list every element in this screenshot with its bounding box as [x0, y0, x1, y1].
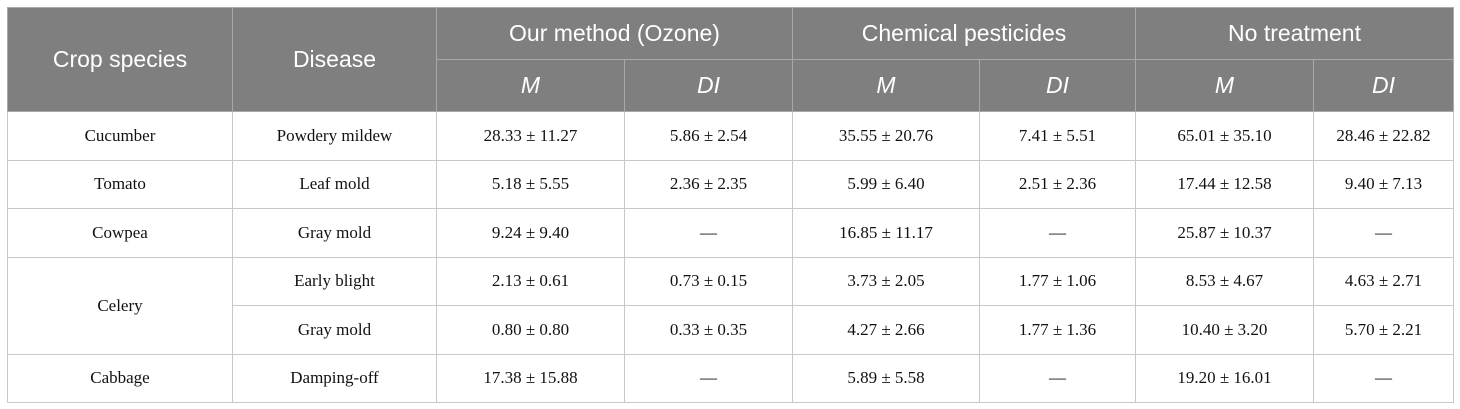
- value-cell: —: [1313, 208, 1455, 258]
- value-cell: 9.40 ± 7.13: [1313, 159, 1455, 209]
- subheader: DI: [979, 59, 1137, 112]
- value-cell: 5.89 ± 5.58: [792, 353, 981, 403]
- subheader: DI: [1313, 59, 1455, 112]
- disease-cell: Gray mold: [232, 305, 437, 355]
- value-cell: 7.41 ± 5.51: [979, 111, 1137, 161]
- value-cell: —: [623, 208, 794, 258]
- table-row: Cabbage Damping-off 17.38 ± 15.88—5.89 ± 5…: [7, 353, 1455, 403]
- subheader: M: [792, 59, 981, 112]
- disease-cell: Gray mold: [232, 208, 437, 258]
- value-cell: 4.27 ± 2.66: [792, 305, 981, 355]
- value-cell: —: [623, 353, 794, 403]
- value-cell: 0.73 ± 0.15: [623, 256, 794, 306]
- table-row: Cucumber Powdery mildew 28.33 ± 11.27 5.86 …: [7, 111, 1455, 161]
- value-cell: 5.86 ± 2.54: [623, 111, 794, 161]
- header-disease: Disease: [232, 7, 437, 112]
- value-cell: 16.85 ± 11.17: [792, 208, 981, 258]
- value-cell: 35.55 ± 20.76: [792, 111, 981, 161]
- value-cell: —: [1313, 353, 1455, 403]
- value-cell: 2.51 ± 2.36: [979, 159, 1137, 209]
- value-cell: 1.77 ± 1.36: [979, 305, 1137, 355]
- table-row: Celery Early blight 2.13 ± 0.61 0.73 ± 0.15…: [7, 256, 1455, 355]
- value-cell: 8.53 ± 4.67: [1135, 256, 1315, 306]
- value-cell: —: [979, 353, 1137, 403]
- value-cell: 5.18 ± 5.55: [436, 159, 625, 209]
- crop-cell: Cowpea: [7, 208, 233, 258]
- value-cell: 65.01 ± 35.10: [1135, 111, 1315, 161]
- value-cell: 5.70 ± 2.21: [1313, 305, 1455, 355]
- crop-cell: Tomato: [7, 159, 233, 209]
- value-cell: 1.77 ± 1.06: [979, 256, 1137, 306]
- table-row: Gray mold 0.80 ± 0.80 0.33 ± 0.35 4.27 ± 2.…: [8, 305, 1455, 355]
- results-table: Crop species Disease Our method (Ozone) …: [7, 7, 1455, 403]
- disease-cell: Powdery mildew: [232, 111, 437, 161]
- header-group: No treatment: [1135, 7, 1455, 60]
- subheader: DI: [623, 59, 794, 112]
- value-cell: 25.87 ± 10.37: [1135, 208, 1315, 258]
- value-cell: 9.24 ± 9.40: [436, 208, 625, 258]
- table-row: Cowpea Gray mold 9.24 ± 9.40—16.85 ± 11.17…: [7, 208, 1455, 258]
- subheader: M: [436, 59, 625, 112]
- value-cell: 10.40 ± 3.20: [1135, 305, 1315, 355]
- value-cell: 4.63 ± 2.71: [1313, 256, 1455, 306]
- header-crop: Crop species: [7, 7, 233, 112]
- value-cell: 28.33 ± 11.27: [436, 111, 625, 161]
- value-cell: 17.38 ± 15.88: [436, 353, 625, 403]
- table-row: Tomato Leaf mold 5.18 ± 5.55 2.36 ± 2.35 5.9…: [7, 159, 1455, 209]
- disease-cell: Damping-off: [232, 353, 437, 403]
- value-cell: 19.20 ± 16.01: [1135, 353, 1315, 403]
- crop-cell: Cabbage: [7, 353, 233, 403]
- value-cell: 17.44 ± 12.58: [1135, 159, 1315, 209]
- value-cell: 5.99 ± 6.40: [792, 159, 981, 209]
- value-cell: 0.33 ± 0.35: [623, 305, 794, 355]
- disease-cell: Early blight: [232, 256, 437, 306]
- crop-cell: Cucumber: [7, 111, 233, 161]
- value-cell: —: [979, 208, 1137, 258]
- value-cell: 2.36 ± 2.35: [623, 159, 794, 209]
- value-cell: 2.13 ± 0.61: [436, 256, 625, 306]
- crop-cell: Celery: [7, 256, 233, 355]
- value-cell: 28.46 ± 22.82: [1313, 111, 1455, 161]
- subheader: M: [1135, 59, 1315, 112]
- header-group: Our method (Ozone): [435, 7, 794, 60]
- disease-cell: Leaf mold: [232, 159, 437, 209]
- header-group: Chemical pesticides: [792, 7, 1137, 60]
- value-cell: 0.80 ± 0.80: [436, 305, 625, 355]
- value-cell: 3.73 ± 2.05: [792, 256, 981, 306]
